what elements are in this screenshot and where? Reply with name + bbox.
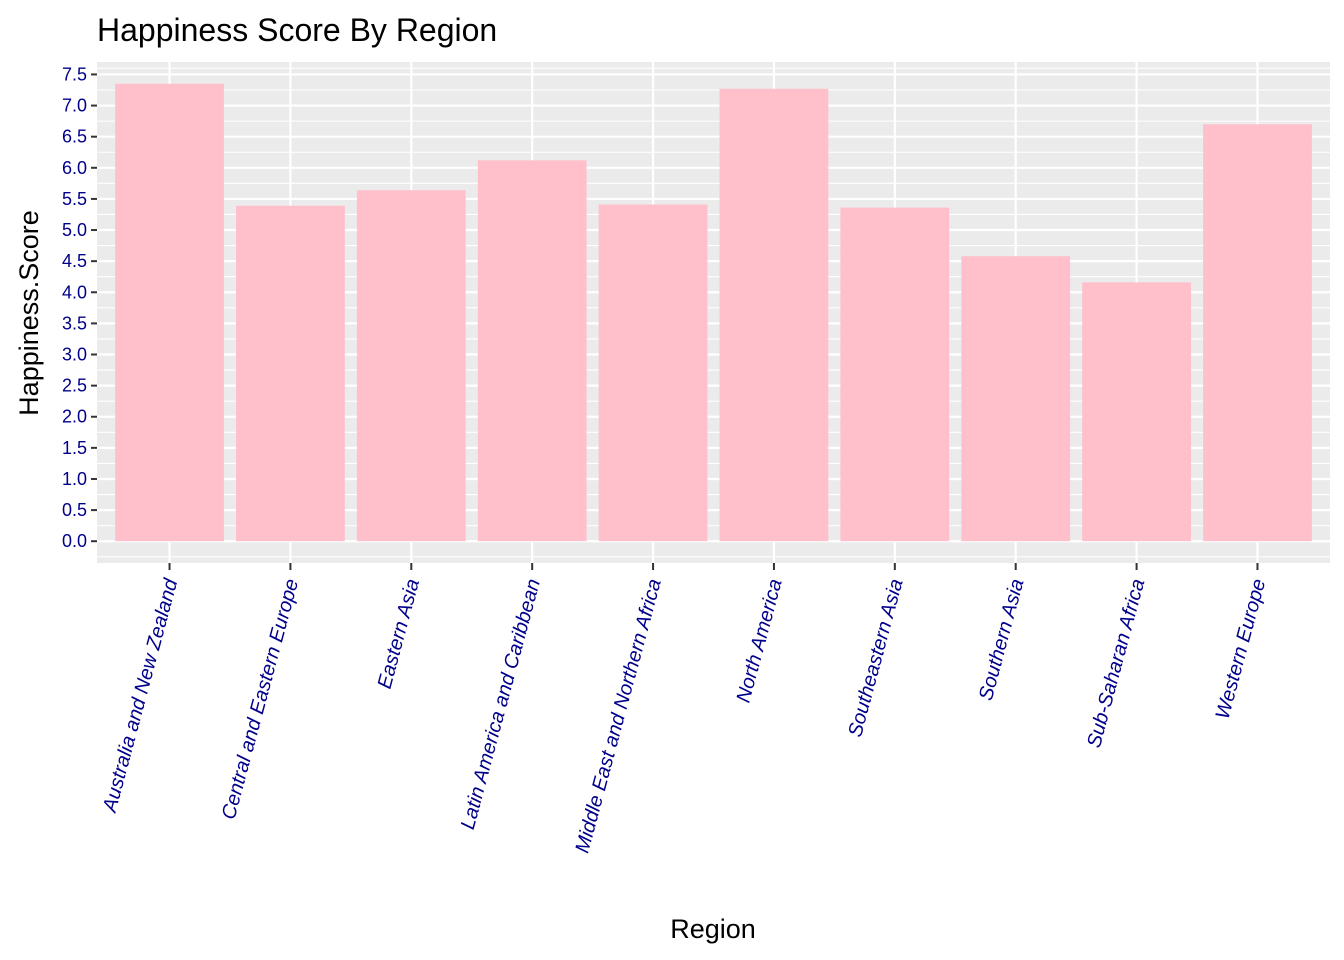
x-tick-label: Latin America and Caribbean <box>457 577 545 832</box>
bar-central-and-eastern-europe <box>236 205 345 542</box>
x-tick-label: Middle East and Northern Africa <box>571 577 665 856</box>
y-tick-label: 3.5 <box>62 313 87 333</box>
y-tick-label: 3.0 <box>62 345 87 365</box>
bar-eastern-asia <box>356 190 466 542</box>
x-axis-title: Region <box>670 914 756 944</box>
x-tick-label: Australia and New Zealand <box>99 576 183 815</box>
y-tick-label: 1.5 <box>62 438 87 458</box>
y-tick-label: 2.0 <box>62 407 87 427</box>
y-tick-label: 1.0 <box>62 469 87 489</box>
x-tick-label: Sub-Saharan Africa <box>1083 577 1149 751</box>
y-axis-title: Happiness.Score <box>14 210 44 416</box>
bar-north-america <box>719 88 829 542</box>
y-tick-label: 4.0 <box>62 282 87 302</box>
y-tick-label: 7.5 <box>62 64 87 84</box>
y-axis: 0.0 0.5 1.0 1.5 2.0 2.5 3.0 3.5 4.0 4.5 5.0 5.5 6.0 6… <box>62 64 97 551</box>
y-tick-label: 5.0 <box>62 220 87 240</box>
bar-southeastern-asia <box>840 207 950 542</box>
y-tick-label: 7.0 <box>62 96 87 116</box>
x-tick-label: Western Europe <box>1212 577 1271 722</box>
y-tick-label: 6.0 <box>62 158 87 178</box>
bar-australia-and-new-zealand <box>115 83 224 542</box>
x-tick-label: Eastern Asia <box>374 577 424 692</box>
x-tick-label: Central and Eastern Europe <box>218 577 303 822</box>
x-tick-label: Southeastern Asia <box>844 577 907 740</box>
bar-sub-saharan-africa <box>1082 282 1191 542</box>
bars <box>115 83 1312 542</box>
y-tick-label: 0.0 <box>62 531 87 551</box>
x-tick-label: Southern Asia <box>975 577 1029 703</box>
y-tick-label: 6.5 <box>62 127 87 147</box>
chart-title: Happiness Score By Region <box>97 12 497 48</box>
bar-middle-east-and-northern-africa <box>598 204 708 542</box>
x-tick-label: North America <box>733 577 787 705</box>
bar-latin-america-and-caribbean <box>477 160 587 542</box>
x-axis: Australia and New Zealand Central and Eas… <box>99 563 1271 856</box>
y-tick-label: 2.5 <box>62 376 87 396</box>
bar-western-europe <box>1203 124 1312 542</box>
y-tick-label: 0.5 <box>62 500 87 520</box>
y-tick-label: 5.5 <box>62 189 87 209</box>
bar-southern-asia <box>961 256 1071 542</box>
y-tick-label: 4.5 <box>62 251 87 271</box>
